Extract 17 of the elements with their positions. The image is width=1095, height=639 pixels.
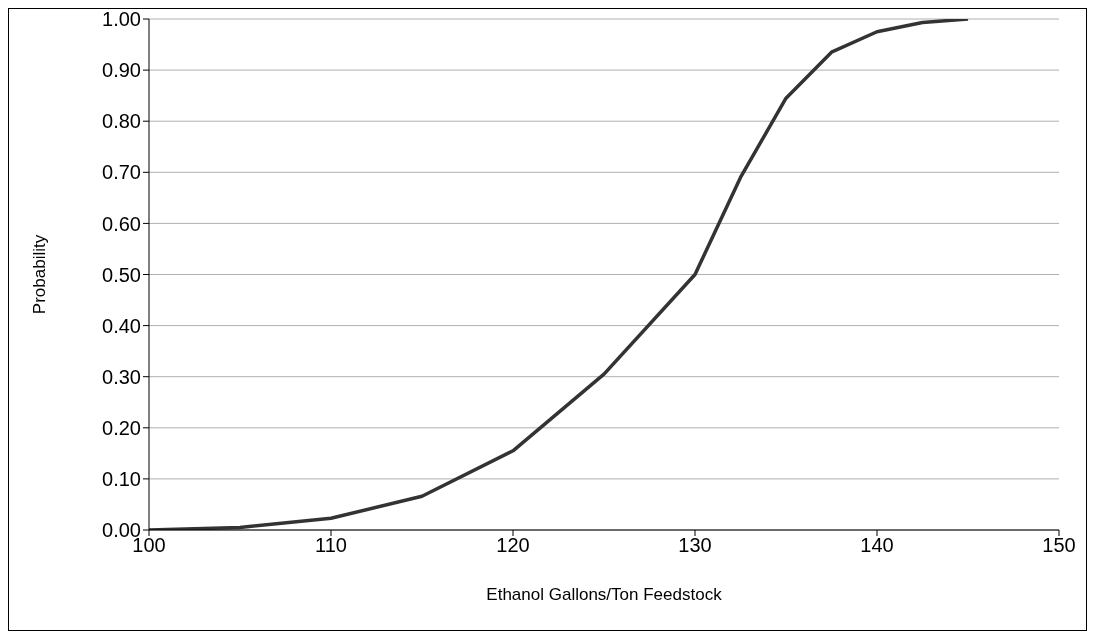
x-tick-label: 140 <box>860 534 894 557</box>
y-tick-label: 0.40 <box>102 314 141 337</box>
y-tick-label: 0.50 <box>102 263 141 286</box>
y-tick-label: 0.30 <box>102 365 141 388</box>
x-tick-label: 110 <box>315 534 347 557</box>
y-tick-label: 0.60 <box>102 212 141 235</box>
x-tick-label: 120 <box>496 534 530 557</box>
x-axis-title: Ethanol Gallons/Ton Feedstock <box>486 585 723 604</box>
y-tick-label: 0.20 <box>102 416 141 439</box>
x-tick-label: 130 <box>678 534 712 557</box>
y-tick-label: 0.10 <box>102 468 141 490</box>
y-tick-label: 0.90 <box>102 59 141 82</box>
y-tick-label: 0.70 <box>102 161 141 184</box>
y-tick-label: 1.00 <box>102 8 141 31</box>
x-tick-label: 150 <box>1042 534 1076 557</box>
y-axis-title: Probability <box>30 234 50 315</box>
y-tick-label: 0.80 <box>102 110 141 133</box>
